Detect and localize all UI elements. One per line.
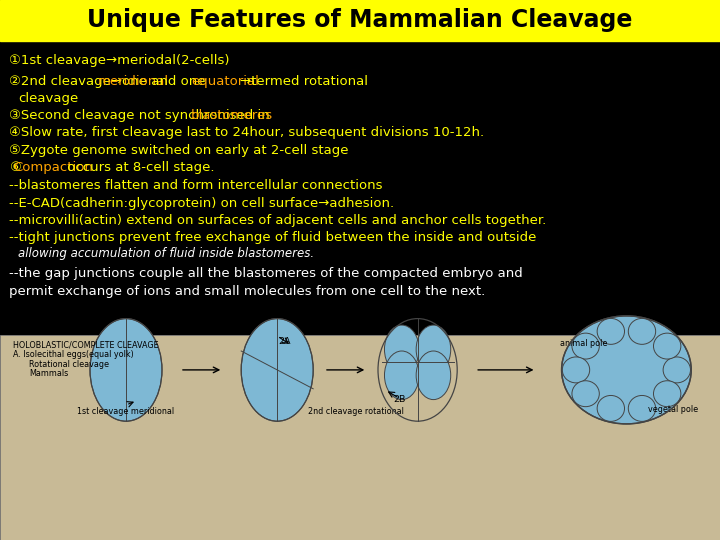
Text: 2nd cleavage rotational: 2nd cleavage rotational <box>308 407 405 416</box>
Text: ①1st cleavage→meriodal(2-cells): ①1st cleavage→meriodal(2-cells) <box>9 54 229 67</box>
Text: Rotational cleavage: Rotational cleavage <box>29 360 109 369</box>
Ellipse shape <box>597 319 624 345</box>
Ellipse shape <box>384 351 419 400</box>
Text: vegetal pole: vegetal pole <box>648 405 698 414</box>
Ellipse shape <box>572 333 599 359</box>
Text: meridional: meridional <box>97 75 168 87</box>
Text: Unique Features of Mammalian Cleavage: Unique Features of Mammalian Cleavage <box>87 8 633 32</box>
Text: ⑤Zygote genome switched on early at 2-cell stage: ⑤Zygote genome switched on early at 2-ce… <box>9 144 348 157</box>
Text: A. Isolecithal eggs(equal yolk): A. Isolecithal eggs(equal yolk) <box>13 350 134 359</box>
Text: --E-CAD(cadherin:glycoprotein) on cell surface→adhesion.: --E-CAD(cadherin:glycoprotein) on cell s… <box>9 197 394 210</box>
Text: --blastomeres flatten and form intercellular connections: --blastomeres flatten and form intercell… <box>9 179 382 192</box>
Text: occurs at 8-cell stage.: occurs at 8-cell stage. <box>63 161 215 174</box>
Text: --tight junctions prevent free exchange of fluid between the inside and outside: --tight junctions prevent free exchange … <box>9 231 536 244</box>
Ellipse shape <box>562 316 691 424</box>
Text: cleavage: cleavage <box>18 92 78 105</box>
Ellipse shape <box>562 357 590 383</box>
Text: ④Slow rate, first cleavage last to 24hour, subsequent divisions 10-12h.: ④Slow rate, first cleavage last to 24hou… <box>9 126 484 139</box>
Ellipse shape <box>90 319 162 421</box>
Text: --microvilli(actin) extend on surfaces of adjacent cells and anchor cells togeth: --microvilli(actin) extend on surfaces o… <box>9 214 546 227</box>
Ellipse shape <box>629 319 656 345</box>
Ellipse shape <box>384 325 419 374</box>
Ellipse shape <box>597 395 624 421</box>
Text: allowing accumulation of fluid inside blastomeres.: allowing accumulation of fluid inside bl… <box>18 247 314 260</box>
Text: 2B: 2B <box>393 395 406 404</box>
Text: Compaction: Compaction <box>14 161 94 174</box>
Ellipse shape <box>654 381 681 407</box>
Text: permit exchange of ions and small molecules from one cell to the next.: permit exchange of ions and small molecu… <box>9 285 485 298</box>
Text: blastomeres: blastomeres <box>191 109 273 122</box>
Text: HOLOBLASTIC/COMPLETE CLEAVAGE: HOLOBLASTIC/COMPLETE CLEAVAGE <box>13 340 158 349</box>
Text: Mammals: Mammals <box>29 369 68 379</box>
Text: ③Second cleavage not synchronised in: ③Second cleavage not synchronised in <box>9 109 274 122</box>
Text: animal pole: animal pole <box>559 339 607 348</box>
Ellipse shape <box>663 357 690 383</box>
Text: ⑥: ⑥ <box>9 161 20 174</box>
FancyBboxPatch shape <box>0 335 720 540</box>
Text: ②2nd cleavage→one: ②2nd cleavage→one <box>9 75 150 87</box>
Ellipse shape <box>654 333 681 359</box>
Text: --the gap junctions couple all the blastomeres of the compacted embryo and: --the gap junctions couple all the blast… <box>9 267 523 280</box>
Text: 1st cleavage meridional: 1st cleavage meridional <box>78 407 174 416</box>
Ellipse shape <box>629 395 656 421</box>
Ellipse shape <box>416 325 451 374</box>
Text: 2A: 2A <box>278 338 291 347</box>
Ellipse shape <box>572 381 599 407</box>
Ellipse shape <box>241 319 313 421</box>
Text: →termed rotational: →termed rotational <box>240 75 368 87</box>
Text: equatorial: equatorial <box>191 75 258 87</box>
Text: and one: and one <box>147 75 210 87</box>
FancyBboxPatch shape <box>0 0 720 40</box>
Ellipse shape <box>416 351 451 400</box>
